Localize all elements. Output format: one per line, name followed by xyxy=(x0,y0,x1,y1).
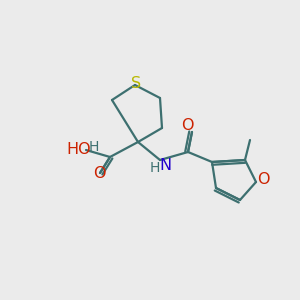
Text: HO: HO xyxy=(67,142,91,158)
Text: O: O xyxy=(257,172,269,188)
Text: S: S xyxy=(131,76,141,91)
Text: O: O xyxy=(181,118,193,134)
Text: N: N xyxy=(159,158,171,172)
Text: H: H xyxy=(89,140,99,154)
Text: O: O xyxy=(93,167,105,182)
Text: H: H xyxy=(150,161,160,175)
